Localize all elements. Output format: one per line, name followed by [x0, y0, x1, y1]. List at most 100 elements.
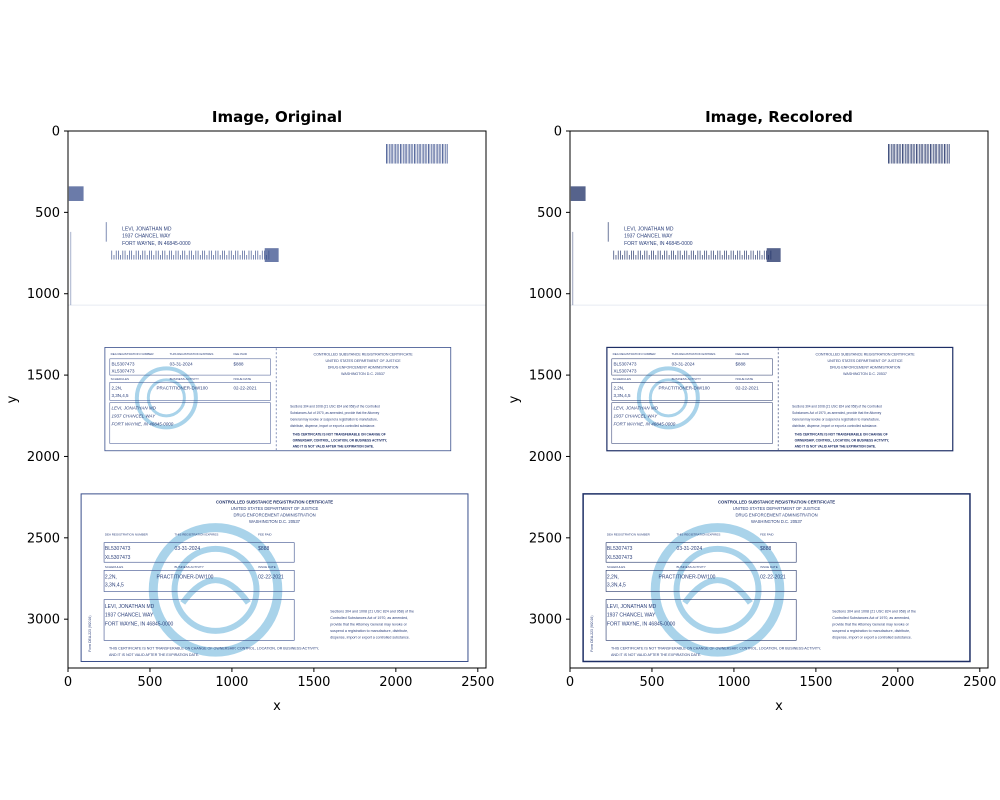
y-axis-label: y [5, 395, 20, 403]
barcode-bar [392, 144, 393, 164]
x-tick-label: 1000 [215, 675, 248, 690]
postal-bar [719, 250, 721, 260]
postal-bar [682, 254, 683, 260]
barcode-bar [912, 144, 914, 164]
postal-bar [171, 250, 172, 260]
large-head-expires: THIS REGISTRATION EXPIRES [677, 532, 721, 536]
small-sched-box [611, 382, 773, 401]
postal-bar [233, 254, 234, 260]
postal-bar [710, 250, 712, 260]
barcode-bar [407, 144, 409, 164]
barcode-bar [948, 144, 950, 164]
postal-bar [268, 250, 270, 260]
postal-bar [162, 250, 163, 260]
large-reg-box [103, 542, 295, 563]
barcode-bar [426, 144, 428, 164]
postal-bar [770, 250, 772, 260]
barcode-bar [429, 144, 431, 164]
y-tick-label: 3000 [27, 613, 60, 628]
postal-bar [175, 250, 177, 260]
postal-bar [626, 250, 628, 260]
small-seal-inner [648, 378, 688, 418]
barcode-bar [393, 144, 395, 164]
postal-bar [217, 250, 219, 260]
barcode-bar [400, 144, 401, 164]
chart-title: Image, Original [212, 108, 342, 126]
postal-bar [226, 254, 228, 260]
large-title-line: WASHINGTON D.C. 20537 [751, 519, 803, 524]
postal-bar [659, 250, 661, 260]
postal-bar [693, 250, 694, 260]
small-title-line: DRUG ENFORCEMENT ADMINISTRATION [328, 366, 399, 370]
postal-bar [739, 250, 741, 260]
postal-bar [120, 254, 121, 260]
postal-bar [248, 250, 250, 260]
barcode-bar [917, 144, 919, 164]
barcode-bar [931, 144, 933, 164]
small-issue: 02-22-2021 [234, 386, 258, 391]
large-warning-line: THIS CERTIFICATE IS NOT TRANSFERABLE ON … [611, 646, 821, 650]
postal-bar [741, 254, 743, 260]
postal-bar [195, 250, 197, 260]
postal-bar [237, 250, 239, 260]
postal-bar [704, 250, 705, 260]
postal-bar [208, 250, 210, 260]
barcode-bar [415, 144, 417, 164]
vertical-code-mark [105, 222, 108, 242]
barcode-bar [928, 144, 930, 164]
postal-bar [246, 254, 248, 260]
large-body-line: suspend a registration to manufacture, d… [330, 629, 408, 633]
postal-bar [259, 254, 261, 260]
postal-bar [160, 254, 161, 260]
large-cert-border [582, 493, 971, 663]
large-form-label: Form DEA-223 (9/2016) [590, 616, 594, 652]
large-activity: PRACTITIONER-DW/100 [659, 575, 716, 581]
large-addr-box [605, 599, 797, 641]
barcode-bar [903, 144, 905, 164]
postal-bar [111, 250, 113, 260]
postal-barcode [613, 250, 772, 260]
postal-bar [713, 250, 714, 260]
postal-bar [744, 250, 745, 260]
large-sched-box [103, 570, 295, 592]
barcode-bar [428, 144, 429, 164]
postal-bar [133, 254, 135, 260]
y-tick-label: 500 [537, 206, 562, 221]
small-addr-line: 1937 CHANCEL WAY [613, 413, 658, 418]
barcode-bar [944, 144, 945, 164]
large-head-schedules: SCHEDULES [105, 565, 123, 569]
small-title-line: WASHINGTON D.C. 20537 [341, 372, 385, 376]
barcode-bar [423, 144, 425, 164]
barcode-bar [418, 144, 420, 164]
postal-barcode [111, 250, 270, 260]
small-head-schedules: SCHEDULES [613, 377, 631, 381]
postal-bar [261, 250, 263, 260]
postal-bar [688, 254, 690, 260]
y-tick-label: 2000 [529, 450, 562, 465]
small-warning-line: OWNERSHIP, CONTROL, LOCATION, OR BUSINES… [795, 438, 890, 442]
large-head-expires: THIS REGISTRATION EXPIRES [175, 532, 219, 536]
postal-bar [140, 254, 141, 260]
postal-bar [728, 254, 730, 260]
small-body-line: General may revoke or suspend a registra… [792, 418, 880, 422]
y-tick-label: 2000 [27, 450, 60, 465]
small-body-line: Substances Act of 1970, as amended, prov… [792, 411, 882, 415]
large-seal [148, 523, 283, 657]
postal-bar [686, 250, 688, 260]
small-title-line: CONTROLLED SUBSTANCE REGISTRATION CERTIF… [313, 353, 413, 357]
barcode-bar [406, 144, 407, 164]
large-addr-line: LEVI, JONATHAN MD [607, 604, 657, 610]
postal-bar [124, 250, 126, 260]
y-tick-label: 500 [35, 206, 60, 221]
postal-bar [239, 254, 241, 260]
postal-bar [177, 250, 179, 260]
postal-bar [622, 254, 623, 260]
large-cert-border [80, 493, 469, 662]
large-head-dea: DEA REGISTRATION NUMBER [607, 532, 651, 536]
barcode-bar [926, 144, 928, 164]
x-tick-label: 500 [640, 675, 665, 690]
postal-bar [746, 250, 747, 260]
